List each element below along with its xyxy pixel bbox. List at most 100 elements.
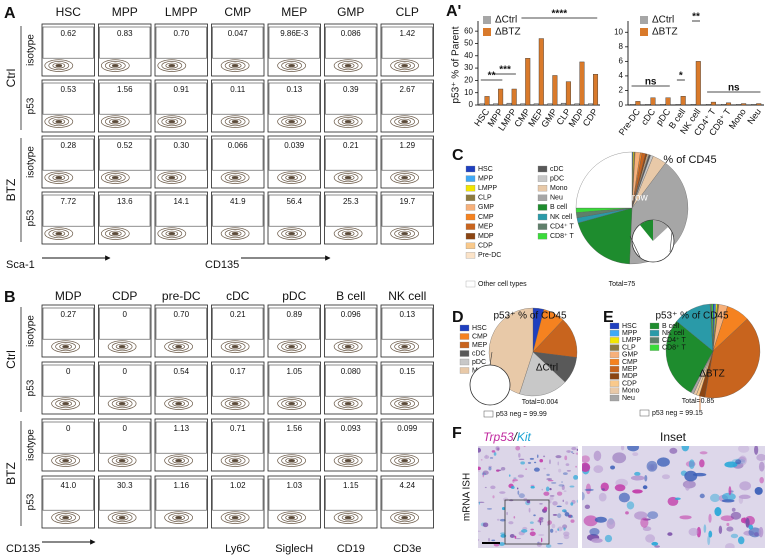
ish-dot (570, 515, 573, 518)
ish-dot (518, 452, 521, 458)
gate (42, 194, 94, 227)
gate-value: 1.42 (399, 29, 415, 38)
ish-dot (614, 484, 626, 492)
contour (344, 63, 352, 68)
ish-dot (630, 475, 645, 481)
y-tick-label: 50 (464, 39, 473, 48)
gate-value: 0.21 (230, 310, 246, 319)
row-label: isotype (26, 146, 37, 178)
ish-dot (508, 474, 511, 477)
contour (44, 59, 74, 72)
contour (157, 227, 187, 240)
ish-dot (538, 517, 541, 522)
ish-dot (558, 484, 565, 487)
ish-dot (501, 507, 506, 511)
ish-dot (561, 481, 563, 483)
contour (344, 515, 352, 520)
gate-value: 2.67 (399, 85, 415, 94)
flow-plot (41, 304, 95, 358)
contour (231, 344, 239, 349)
bar (574, 103, 580, 106)
ish-dot (488, 465, 492, 468)
bar (690, 104, 696, 106)
ish-dot (546, 473, 550, 477)
pie-title: p53⁺ % of CD45 (493, 311, 567, 322)
ish-dot (681, 446, 690, 452)
gate-value: 0.066 (228, 141, 249, 150)
contour (51, 340, 80, 353)
contour (168, 399, 189, 409)
ish-dot (530, 485, 535, 489)
gate-value: 0 (123, 424, 128, 433)
legend-swatch (640, 16, 648, 24)
legend-label: Neu (622, 395, 635, 402)
bar (736, 104, 742, 106)
contour (48, 173, 70, 183)
bar (630, 104, 636, 106)
contour (390, 397, 419, 410)
contour (48, 229, 70, 239)
legend-label: cDC (472, 350, 486, 357)
pie-slice (575, 151, 633, 209)
ish-dot (610, 465, 616, 470)
ish-dot (517, 490, 520, 495)
ish-dot (563, 527, 566, 531)
row-label: p53 (26, 493, 37, 510)
contour (220, 340, 250, 353)
ish-dot (529, 531, 536, 537)
column-header: cDC (226, 289, 250, 303)
contour (165, 174, 179, 181)
y-tick-label: 6 (619, 56, 624, 65)
legend-swatch (609, 366, 620, 373)
legend-label: pDC (550, 175, 564, 182)
gate (99, 138, 151, 171)
column-header: pDC (282, 289, 306, 303)
ish-dot (570, 502, 574, 506)
contour (337, 61, 359, 71)
contour (172, 400, 185, 407)
flow-plot (380, 191, 434, 245)
contour (220, 171, 250, 184)
ish-dot (591, 538, 603, 543)
contour (168, 119, 176, 124)
gate-value: 7.72 (60, 197, 76, 206)
ish-dot (538, 534, 545, 536)
legend-label: MPP (622, 330, 638, 337)
ish-title-part: Trp53 (483, 430, 514, 444)
contour (398, 400, 411, 407)
gate-value: 0.13 (399, 310, 415, 319)
ish-dot (500, 466, 506, 471)
contour (104, 173, 126, 183)
axis-label: CD3e (393, 543, 421, 555)
flow-plot (380, 79, 434, 133)
contour (168, 456, 189, 466)
ish-dot (547, 480, 554, 482)
legend-label: NK cell (662, 330, 685, 337)
ish-dot (482, 470, 489, 475)
contour (224, 229, 246, 239)
ish-dot (654, 545, 660, 548)
contour (231, 401, 239, 406)
gate-value: 0.39 (343, 85, 359, 94)
flow-plot (324, 475, 378, 529)
ish-dot (539, 459, 544, 463)
column-header: CLP (396, 5, 419, 19)
gate-value: 0.52 (117, 141, 133, 150)
legend-label: Mono (622, 388, 640, 395)
ish-dot (539, 503, 543, 505)
ish-dot (703, 524, 707, 533)
contour (341, 62, 355, 69)
flow-plot (267, 418, 321, 472)
ish-dot (575, 465, 577, 468)
bar (560, 102, 566, 106)
flow-plot (154, 418, 208, 472)
contour (333, 115, 363, 128)
gate-value: 0.17 (230, 367, 246, 376)
ish-dot (651, 541, 659, 546)
y-tick-label: 40 (464, 51, 473, 60)
legend-label: B cell (662, 323, 680, 330)
ish-dot (748, 527, 762, 538)
contour (344, 231, 352, 236)
bar (579, 61, 585, 106)
pie-total: Total=0.85 (682, 398, 715, 405)
